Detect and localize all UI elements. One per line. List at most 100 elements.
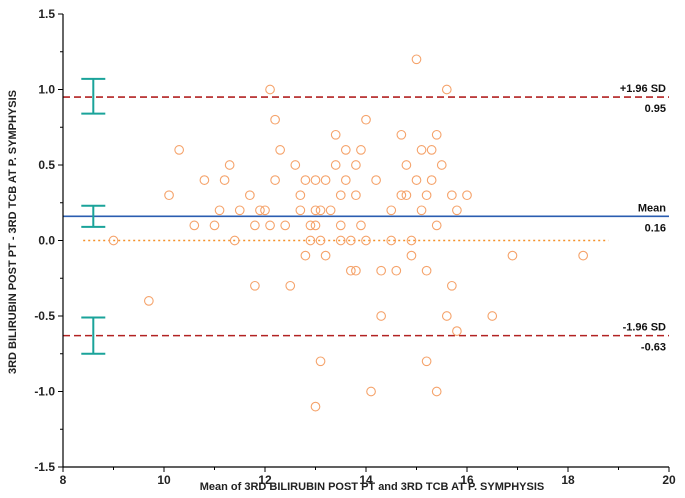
data-point	[487, 311, 498, 321]
data-point	[452, 326, 462, 336]
x-tick-label: 14	[359, 473, 373, 487]
data-point	[371, 175, 381, 185]
confidence-interval-layer	[81, 77, 106, 355]
data-point	[436, 160, 447, 170]
data-point	[386, 235, 397, 246]
data-point	[174, 145, 184, 155]
data-point	[189, 220, 200, 231]
reference-line-name: -1.96 SD	[623, 322, 666, 334]
data-point	[255, 205, 265, 216]
x-tick-label: 16	[460, 473, 474, 487]
data-point	[426, 175, 437, 185]
data-point	[447, 190, 457, 201]
data-point	[260, 205, 270, 216]
data-point	[351, 190, 361, 201]
reference-line-name: Mean	[638, 202, 666, 214]
axes-layer: 8 10 12 14 16 18 20 1.5 1.0 0.5 0.0 -0.5 -1.0 -1.5	[34, 7, 676, 487]
data-point	[270, 114, 280, 125]
data-point	[315, 235, 326, 246]
data-point	[315, 205, 326, 216]
data-point	[310, 220, 321, 231]
data-point	[376, 265, 387, 276]
data-point	[396, 190, 407, 201]
reference-line-value: 0.16	[645, 222, 666, 234]
reference-line-value: 0.95	[645, 103, 666, 115]
data-point	[310, 401, 321, 412]
data-point	[426, 145, 437, 155]
data-point	[356, 145, 366, 155]
data-point	[300, 250, 311, 261]
data-point	[335, 190, 346, 201]
data-point	[421, 356, 432, 367]
data-point	[310, 205, 321, 216]
x-axis-title: Mean of 3RD BILIRUBIN POST PT and 3RD TC…	[200, 481, 545, 493]
data-point	[401, 190, 412, 201]
data-point	[330, 160, 341, 170]
data-point	[361, 235, 371, 246]
x-tick-label: 12	[258, 473, 272, 487]
data-point	[462, 190, 472, 201]
data-point	[219, 175, 230, 185]
y-tick-label: -1.5	[34, 460, 55, 474]
data-point	[335, 235, 346, 246]
data-point	[305, 235, 316, 246]
data-point	[406, 235, 417, 246]
data-point	[214, 205, 225, 216]
data-point	[346, 235, 356, 246]
data-point	[356, 220, 366, 231]
reference-line-value: -0.63	[641, 342, 666, 354]
data-point	[366, 386, 376, 397]
data-point	[401, 160, 412, 170]
data-point	[290, 160, 301, 170]
data-point	[295, 205, 306, 216]
y-axis-title: 3RD BILIRUBIN POST PT - 3RD TCB AT P. SY…	[7, 90, 19, 374]
data-point	[411, 54, 422, 65]
y-tick-label: -0.5	[34, 309, 55, 323]
x-tick-label: 8	[60, 473, 67, 487]
data-point	[507, 250, 518, 261]
data-point	[224, 160, 235, 170]
data-point	[416, 145, 427, 155]
data-point	[431, 386, 442, 397]
data-point	[325, 205, 336, 216]
data-point	[386, 205, 397, 216]
data-point	[376, 311, 387, 321]
x-tick-label: 18	[561, 473, 575, 487]
y-tick-label: 0.0	[38, 234, 55, 248]
data-point	[431, 129, 442, 140]
data-point	[411, 175, 422, 185]
data-point	[421, 265, 432, 276]
data-point	[391, 265, 402, 276]
data-point	[250, 280, 260, 291]
y-tick-label: 1.0	[38, 83, 55, 97]
data-point	[351, 265, 361, 276]
x-tick-label: 10	[157, 473, 171, 487]
data-point	[305, 220, 316, 231]
data-point	[108, 235, 119, 246]
y-tick-label: 0.5	[38, 158, 55, 172]
data-point	[447, 280, 457, 291]
data-point	[280, 220, 291, 231]
data-point	[275, 145, 286, 155]
reference-lines-layer: +1.96 SD 0.95 Mean 0.16 -1.96 SD -0.63	[63, 83, 669, 354]
reference-line-name: +1.96 SD	[620, 83, 666, 95]
data-point	[578, 250, 589, 261]
data-point	[229, 235, 240, 246]
data-point	[265, 84, 275, 95]
data-point	[315, 356, 326, 367]
data-point	[406, 250, 417, 261]
data-point	[340, 175, 351, 185]
data-point	[320, 250, 331, 261]
data-point	[144, 296, 154, 306]
x-tick-label: 20	[662, 473, 676, 487]
data-point	[320, 175, 331, 185]
data-point	[199, 175, 210, 185]
data-point	[300, 175, 311, 185]
data-point	[441, 84, 452, 95]
data-point	[330, 129, 341, 140]
data-point	[209, 220, 220, 231]
data-point	[346, 265, 356, 276]
y-tick-label: -1.0	[34, 385, 55, 399]
data-point	[441, 311, 452, 321]
